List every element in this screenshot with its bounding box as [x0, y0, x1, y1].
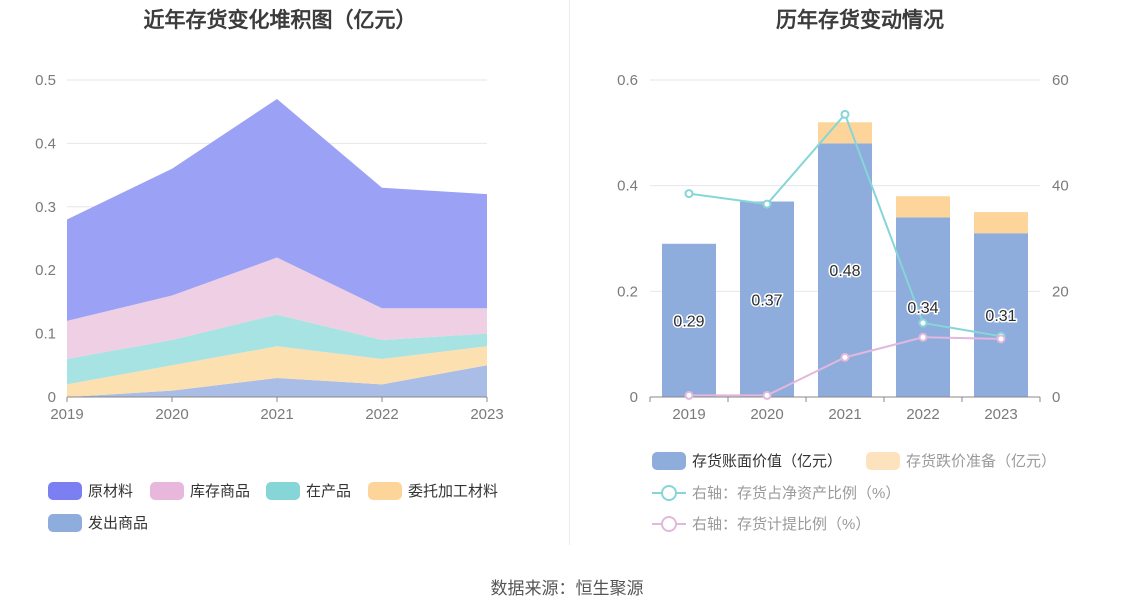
y-tick-label: 0.4 — [35, 135, 56, 152]
line-point — [840, 352, 850, 362]
left-chart-title: 近年存货变化堆积图（亿元） — [143, 9, 417, 32]
y2-tick-label: 60 — [1052, 72, 1069, 89]
stacked-area-chart: 0 0.1 0.2 0.3 0.4 0.5 2019 2020 2021 2022 2023 — [35, 72, 504, 423]
line-point — [996, 334, 1006, 344]
y2-tick-label: 20 — [1052, 283, 1069, 300]
legend-item[interactable]: 库存商品 — [150, 480, 250, 501]
legend-label: 存货跌价准备（亿元） — [906, 453, 1057, 470]
x-tick-label: 2019 — [50, 406, 83, 423]
chart-divider — [569, 0, 570, 545]
bar-line-chart: 0 0.2 0.4 0.6 0 20 40 60 2019 2020 2021 2022 2023 0.2… — [617, 72, 1069, 423]
legend-swatch — [266, 481, 300, 500]
line-point — [840, 109, 850, 119]
legend-item[interactable]: 委托加工材料 — [368, 480, 498, 501]
legend-swatch — [368, 481, 402, 500]
legend-item[interactable]: 在产品 — [266, 480, 351, 501]
legend-item[interactable]: 右轴：存货计提比例（%） — [652, 513, 870, 534]
y-tick-label: 0.2 — [35, 262, 56, 279]
data-source: 数据来源：恒生聚源 — [490, 579, 644, 598]
x-tick-label: 2021 — [260, 406, 293, 423]
y-tick-label: 0.6 — [617, 72, 638, 89]
legend-label: 原材料 — [88, 483, 134, 500]
line-point — [918, 318, 928, 328]
x-tick-label: 2022 — [365, 406, 398, 423]
x-tick-label: 2021 — [828, 406, 861, 423]
area-原材料 — [67, 99, 487, 321]
legend-swatch — [652, 451, 686, 470]
x-tick-label: 2019 — [672, 406, 705, 423]
legend-label: 右轴：存货计提比例（%） — [692, 516, 871, 533]
bar-存货账面价值（亿元） — [662, 243, 716, 397]
bar-存货账面价值（亿元） — [896, 217, 950, 397]
area-库存商品 — [67, 257, 487, 359]
right-chart-title: 历年存货变动情况 — [776, 9, 944, 32]
legend-swatch — [48, 481, 82, 500]
legend-label: 在产品 — [306, 483, 352, 500]
line-point — [684, 189, 694, 199]
legend-swatch — [652, 515, 686, 533]
line-point — [762, 199, 772, 209]
x-tick-label: 2023 — [984, 406, 1017, 423]
line-point — [918, 332, 928, 342]
y-tick-label: 0.5 — [35, 72, 56, 89]
y-tick-label: 0.2 — [617, 283, 638, 300]
legend-label: 发出商品 — [88, 515, 149, 532]
y2-tick-label: 0 — [1052, 389, 1060, 406]
y-tick-label: 0 — [630, 389, 638, 406]
y2-tick-label: 40 — [1052, 178, 1069, 195]
y-tick-label: 0 — [48, 389, 56, 406]
line-point — [762, 390, 772, 400]
bar-存货跌价准备（亿元） — [818, 122, 872, 144]
bar-存货跌价准备（亿元） — [974, 212, 1028, 234]
legend-swatch — [866, 451, 900, 470]
bar-存货跌价准备（亿元） — [896, 196, 950, 218]
x-tick-label: 2022 — [906, 406, 939, 423]
legend-label: 库存商品 — [190, 483, 251, 500]
legend-item[interactable]: 存货跌价准备（亿元） — [866, 450, 1056, 471]
x-tick-label: 2020 — [155, 406, 188, 423]
legend-swatch — [48, 513, 82, 532]
y-tick-label: 0.4 — [617, 178, 638, 195]
area-在产品 — [67, 314, 487, 385]
x-tick-label: 2023 — [470, 406, 503, 423]
legend-item[interactable]: 发出商品 — [48, 512, 148, 533]
area-发出商品 — [67, 365, 487, 397]
legend-item[interactable]: 右轴：存货占净资产比例（%） — [652, 482, 900, 503]
bar-存货账面价值（亿元） — [740, 201, 794, 397]
bar-存货账面价值（亿元） — [974, 233, 1028, 397]
legend-swatch — [150, 481, 184, 500]
legend-item[interactable]: 存货账面价值（亿元） — [652, 450, 842, 471]
bar-value-label: 0.29 — [673, 313, 704, 330]
y-tick-label: 0.1 — [35, 326, 56, 343]
bar-value-label: 0.48 — [829, 263, 860, 280]
legend-label: 右轴：存货占净资产比例（%） — [692, 485, 901, 502]
line-point — [684, 390, 694, 400]
legend-label: 委托加工材料 — [408, 483, 499, 500]
bar-value-label: 0.37 — [751, 292, 782, 309]
legend-item[interactable]: 原材料 — [48, 480, 133, 501]
legend-swatch — [652, 484, 686, 502]
bar-value-label: 0.31 — [985, 308, 1016, 325]
x-tick-label: 2020 — [750, 406, 783, 423]
y-tick-label: 0.3 — [35, 199, 56, 216]
bar-value-label: 0.34 — [907, 300, 938, 317]
legend-label: 存货账面价值（亿元） — [692, 453, 843, 470]
